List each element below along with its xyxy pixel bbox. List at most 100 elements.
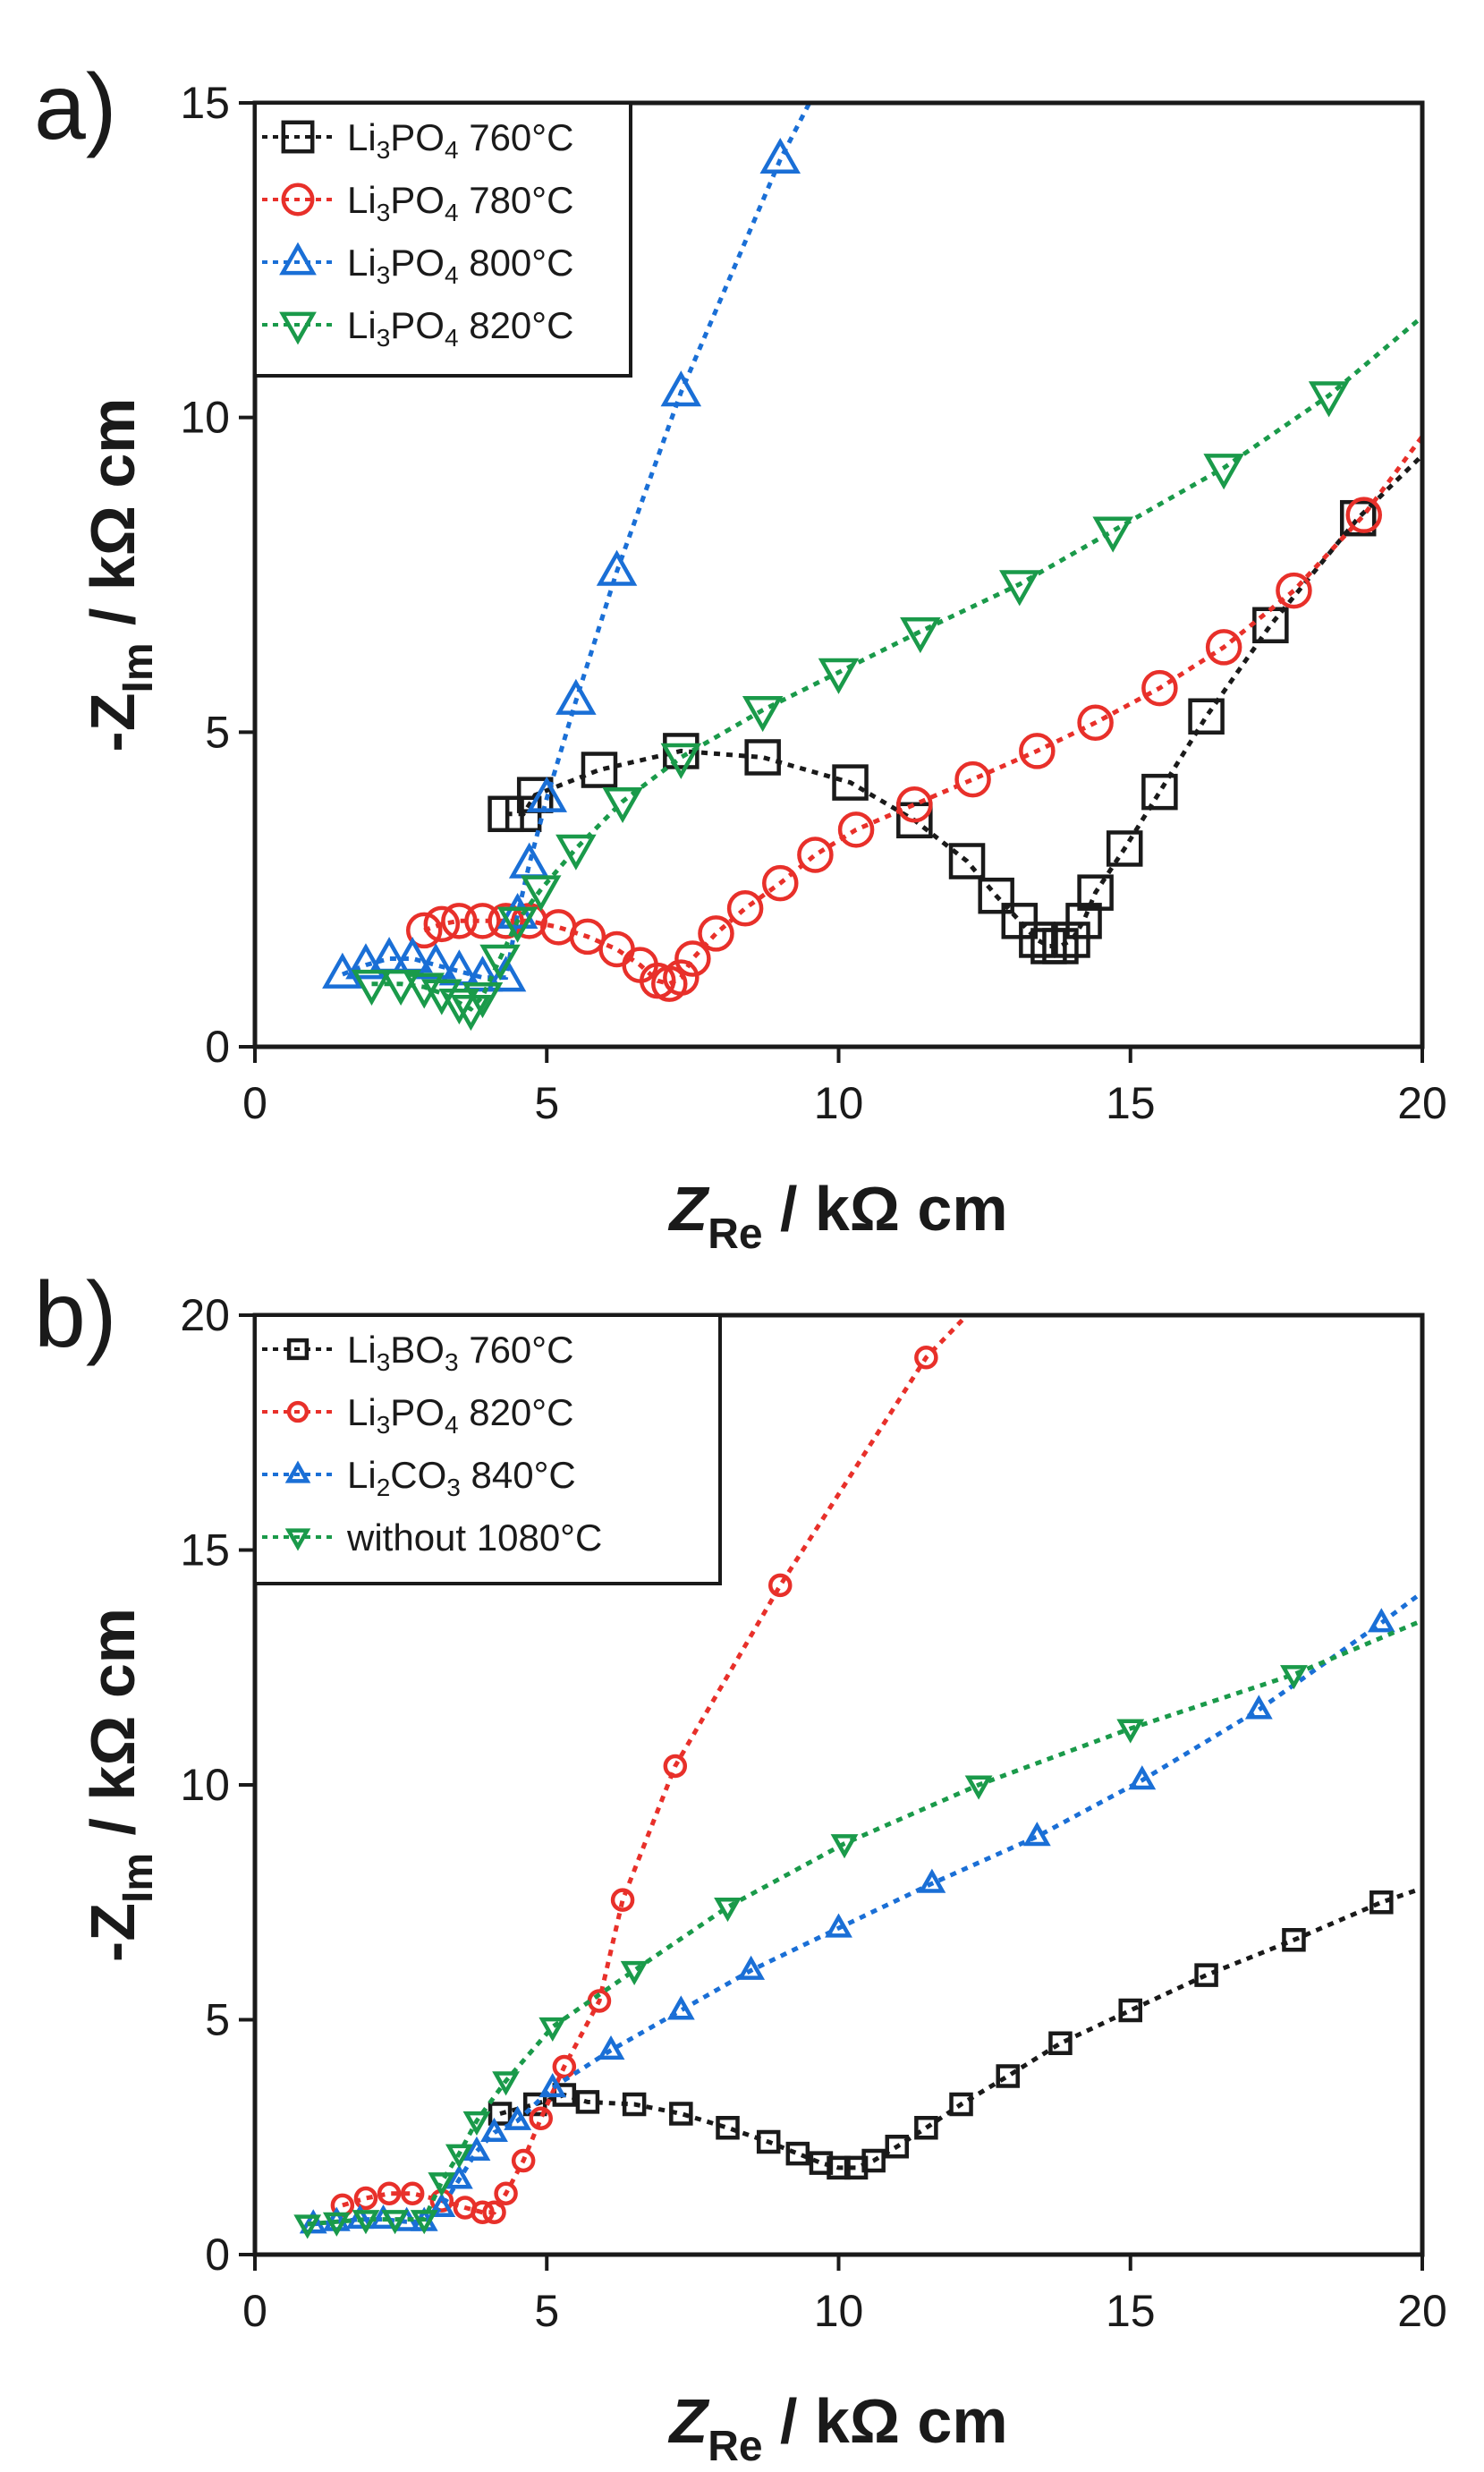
series-3: [293, 1618, 1422, 2239]
x-tick-label: 20: [1397, 1078, 1447, 1128]
chart-panel-a: a) 0 5 10 15 20 0 5 10 15 Li3PO4 760°C Li3PO4 780°C…: [34, 55, 1447, 1258]
data-point: [1282, 1928, 1306, 1952]
legend-label: Li3PO4 820°C: [347, 304, 573, 352]
data-point: [1276, 572, 1312, 609]
data-point: [405, 912, 443, 949]
x-tick-label: 0: [242, 2286, 267, 2336]
data-point: [660, 743, 702, 779]
data-point: [663, 733, 700, 769]
chart-panel-b: b) 0 5 10 15 20 0 5 10 15 20 Li3BO3 760°C Li3PO4 820…: [34, 1263, 1447, 2470]
data-point: [809, 2151, 834, 2175]
legend-marker: [286, 1400, 310, 1423]
data-point: [400, 2181, 425, 2205]
data-point: [949, 2092, 973, 2117]
legend-label: Li3PO4 760°C: [347, 116, 573, 164]
data-point: [597, 2035, 625, 2060]
legend-label: Li3PO4 780°C: [347, 179, 573, 226]
data-point: [380, 969, 421, 1007]
data-point: [861, 2148, 886, 2173]
data-point: [423, 905, 461, 943]
data-point: [818, 658, 860, 694]
data-point: [663, 959, 700, 996]
legend-entry: Li3PO4 820°C: [262, 1391, 573, 1439]
legend-entry: Li3PO4 780°C: [262, 179, 573, 226]
data-point: [1141, 669, 1178, 707]
data-point: [322, 2212, 351, 2237]
data-point: [598, 930, 635, 968]
data-point: [482, 2200, 506, 2224]
y-tick-label: 0: [205, 2230, 230, 2280]
data-point: [896, 802, 933, 839]
data-point: [964, 1775, 993, 1800]
legend-marker: [286, 1338, 310, 1361]
data-point: [978, 877, 1014, 914]
series-line: [307, 1618, 1422, 2227]
data-point: [494, 2181, 518, 2205]
data-point: [346, 2204, 374, 2230]
data-point: [410, 2210, 438, 2235]
legend-label: Li3PO4 820°C: [347, 1391, 573, 1439]
data-point: [1054, 922, 1090, 958]
data-point: [996, 2064, 1020, 2088]
data-point: [844, 2155, 869, 2180]
data-point: [832, 764, 869, 801]
data-point: [538, 2017, 567, 2043]
y-tick-label: 15: [180, 1525, 230, 1576]
data-point: [660, 370, 702, 407]
legend-entry: Li3PO4 760°C: [262, 116, 573, 164]
data-point: [293, 2214, 322, 2239]
data-point: [1118, 1998, 1142, 2023]
data-point: [445, 2164, 473, 2189]
data-point: [552, 2054, 577, 2079]
x-tick-label: 10: [814, 1078, 864, 1128]
data-point: [785, 2141, 810, 2166]
x-tick-label: 5: [534, 1078, 559, 1128]
data-point: [438, 989, 480, 1025]
data-point: [900, 617, 941, 654]
data-point: [569, 918, 606, 956]
data-point: [744, 739, 781, 776]
data-point: [716, 2116, 740, 2140]
data-point: [587, 1989, 612, 2013]
data-point: [1205, 629, 1242, 666]
legend-entry: Li3BO3 760°C: [262, 1329, 573, 1376]
data-point: [353, 2186, 378, 2211]
data-point: [726, 890, 764, 927]
data-point: [445, 2144, 473, 2169]
series-line: [313, 1590, 1422, 2227]
data-point: [602, 786, 643, 824]
data-point: [403, 973, 445, 1009]
data-point: [1022, 1822, 1051, 1847]
y-tick-label: 20: [180, 1290, 230, 1340]
legend-marker: [284, 1460, 311, 1483]
legend-entry: Li2CO3 840°C: [262, 1454, 576, 1501]
data-point: [1345, 497, 1382, 533]
data-point: [462, 956, 504, 992]
data-point: [479, 944, 521, 981]
data-point: [837, 811, 875, 848]
y-tick-label: 10: [180, 393, 230, 443]
data-point: [428, 2172, 456, 2197]
data-point: [914, 2116, 938, 2140]
series-line: [505, 454, 1422, 948]
data-point: [914, 1346, 938, 1370]
data-point: [918, 1868, 946, 1893]
y-axis-label: -ZIm / kΩ cm: [78, 397, 162, 752]
data-point: [674, 940, 711, 977]
x-axis-label: ZRe / kΩ cm: [667, 1174, 1007, 1258]
data-point: [1203, 454, 1244, 490]
series-3: [351, 315, 1422, 1032]
series-line: [423, 435, 1422, 987]
y-tick-label: 15: [180, 78, 230, 128]
data-point: [575, 2090, 600, 2114]
x-tick-label: 15: [1106, 1078, 1156, 1128]
data-point: [511, 2148, 536, 2173]
y-tick-label: 0: [205, 1022, 230, 1072]
data-point: [596, 549, 638, 586]
panel-label: a): [34, 55, 116, 159]
legend: Li3PO4 760°C Li3PO4 780°C Li3PO4 800°C Li3P…: [253, 101, 632, 378]
legend-label: Li3PO4 800°C: [347, 242, 573, 289]
data-point: [352, 2210, 380, 2235]
series-0: [488, 1886, 1422, 2180]
legend-entry: Li3PO4 820°C: [262, 304, 573, 352]
